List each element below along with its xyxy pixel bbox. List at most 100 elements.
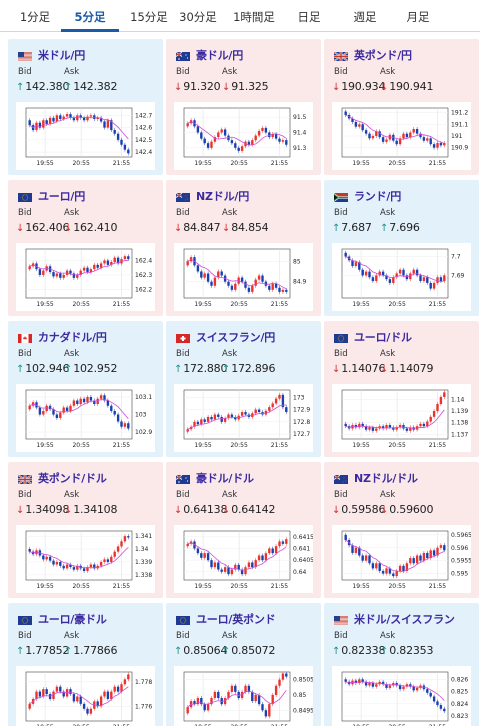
candle-body — [385, 568, 388, 574]
currency-pair-link[interactable]: 米ドル/スイスフラン — [354, 613, 455, 626]
tab-3[interactable]: 30分足 — [179, 10, 217, 24]
up-arrow-icon: ↑ — [380, 646, 389, 657]
candle-body — [127, 423, 130, 429]
candle-body — [200, 698, 203, 705]
candle-body — [55, 561, 59, 565]
candle-body — [196, 548, 200, 554]
currency-card[interactable]: ランド/円 Bid Ask ↑7.687 ↑7.696 19:55 20:55 21… — [324, 180, 479, 316]
mini-candlestick-chart[interactable]: 19:55 20:55 21:55 191.2 191.1 191 190.9 — [332, 102, 471, 170]
currency-card[interactable]: ユーロ/英ポンド Bid Ask ↑0.85064 ↑0.85072 19:55… — [166, 603, 321, 726]
mini-candlestick-chart[interactable]: 19:55 20:55 21:55 1.341 1.34 1.339 1.338 — [16, 525, 155, 593]
y-tick-label: 91.3 — [293, 145, 307, 152]
currency-card[interactable]: ユーロ/豪ドル Bid Ask ↑1.77852 ↑1.77866 19:55 2… — [8, 603, 163, 726]
candle-body — [240, 146, 244, 151]
flag-icon — [18, 610, 38, 629]
flag-icon — [18, 46, 38, 65]
candle-body — [419, 423, 422, 427]
chart-frame — [341, 530, 449, 581]
candle-body — [254, 135, 257, 141]
currency-pair-link[interactable]: ユーロ/豪ドル — [38, 613, 107, 626]
candle-body — [278, 394, 281, 399]
candle-body — [28, 549, 31, 552]
mini-candlestick-chart[interactable]: 19:55 20:55 21:55 103.1 103 102.9 — [16, 384, 155, 452]
mini-candlestick-chart[interactable]: 19:55 20:55 21:55 91.5 91.4 91.3 — [174, 102, 313, 170]
candle-body — [281, 140, 285, 142]
candle-body — [371, 563, 375, 569]
candle-body — [385, 425, 388, 429]
x-tick-label: 21:55 — [429, 301, 446, 308]
currency-card[interactable]: スイスフラン/円 Bid Ask ↑172.880 ↑172.896 19:55… — [166, 321, 321, 457]
x-tick-label: 19:55 — [352, 583, 369, 590]
tab-4[interactable]: 1時間足 — [233, 10, 275, 24]
currency-card[interactable]: 米ドル/スイスフラン Bid Ask ↑0.82338 ↑0.82353 19:… — [324, 603, 479, 726]
candle-body — [196, 421, 200, 425]
mini-candlestick-chart[interactable]: 19:55 20:55 21:55 162.4 162.3 162.2 — [16, 243, 155, 311]
candle-body — [82, 703, 86, 709]
candle-body — [264, 410, 268, 415]
x-tick-label: 21:55 — [113, 301, 130, 308]
candle-body — [436, 143, 439, 148]
mini-candlestick-chart[interactable]: 19:55 20:55 21:55 142.7 142.6 142.5 142.4 — [16, 102, 155, 170]
mini-candlestick-chart[interactable]: 19:55 20:55 21:55 0.5965 0.596 0.5955 0.595 — [332, 525, 471, 593]
currency-pair-link[interactable]: 英ポンド/円 — [354, 49, 412, 62]
currency-pair-link[interactable]: NZドル/ドル — [354, 472, 418, 485]
y-tick-label: 0.825 — [451, 689, 468, 696]
currency-card[interactable]: カナダドル/円 Bid Ask ↑102.946 ↑102.952 19:55 2… — [8, 321, 163, 457]
candle-body — [76, 274, 79, 278]
currency-pair-link[interactable]: 豪ドル/ドル — [196, 472, 254, 485]
candle-body — [240, 569, 244, 575]
tab-0[interactable]: 1分足 — [19, 10, 51, 24]
mini-candlestick-chart[interactable]: 19:55 20:55 21:55 85 84.9 — [174, 243, 313, 311]
tab-1[interactable]: 5分足 — [61, 0, 119, 32]
tab-7[interactable]: 月足 — [406, 10, 430, 24]
mini-candlestick-chart[interactable]: 19:55 20:55 21:55 173 172.9 172.8 172.7 — [174, 384, 313, 452]
currency-card[interactable]: 豪ドル/円 Bid Ask ↓91.320 ↓91.325 19:55 20:55… — [166, 39, 321, 175]
candle-body — [354, 547, 358, 553]
mini-candlestick-chart[interactable]: 19:55 20:55 21:55 0.826 0.825 0.824 0.823 — [332, 666, 471, 726]
currency-pair-link[interactable]: 米ドル/円 — [38, 49, 86, 62]
currency-card[interactable]: 英ポンド/ドル Bid Ask ↓1.34098 ↓1.34108 19:55 2… — [8, 462, 163, 598]
ask-label: Ask — [222, 490, 238, 500]
candle-body — [244, 412, 247, 415]
currency-card[interactable]: ユーロ/円 Bid Ask ↓162.406 ↓162.410 19:55 20:… — [8, 180, 163, 316]
y-tick-label: 102.9 — [135, 429, 152, 436]
bid-price: ↓91.320 — [174, 80, 221, 93]
candle-body — [415, 269, 419, 276]
currency-card[interactable]: 豪ドル/ドル Bid Ask ↓0.64138 ↓0.64142 19:55 20… — [166, 462, 321, 598]
currency-pair-link[interactable]: 英ポンド/ドル — [38, 472, 107, 485]
y-tick-label: 1.778 — [135, 679, 152, 686]
mini-candlestick-chart[interactable]: 19:55 20:55 21:55 0.8505 0.85 0.8495 — [174, 666, 313, 726]
currency-pair-link[interactable]: ランド/円 — [354, 190, 402, 203]
candle-body — [193, 421, 196, 427]
chart-frame — [341, 107, 449, 158]
currency-pair-link[interactable]: ユーロ/ドル — [354, 331, 412, 344]
ask-label: Ask — [64, 67, 80, 77]
down-arrow-icon: ↓ — [332, 82, 341, 93]
candle-body — [76, 565, 79, 570]
mini-candlestick-chart[interactable]: 19:55 20:55 21:55 1.778 1.776 — [16, 666, 155, 726]
candle-body — [354, 262, 358, 266]
mini-candlestick-chart[interactable]: 19:55 20:55 21:55 0.6415 0.641 0.6405 0.64 — [174, 525, 313, 593]
currency-pair-link[interactable]: ユーロ/英ポンド — [196, 613, 276, 626]
tab-2[interactable]: 15分足 — [130, 10, 168, 24]
currency-pair-link[interactable]: 豪ドル/円 — [196, 49, 244, 62]
candle-body — [392, 683, 395, 686]
candle-body — [59, 686, 62, 692]
currency-card[interactable]: NZドル/円 Bid Ask ↓84.847 ↓84.854 19:55 20:5… — [166, 180, 321, 316]
tab-6[interactable]: 週足 — [353, 10, 377, 24]
currency-card[interactable]: 英ポンド/円 Bid Ask ↓190.934 ↓190.941 19:55 20… — [324, 39, 479, 175]
currency-card[interactable]: ユーロ/ドル Bid Ask ↓1.14076 ↓1.14079 19:55 20… — [324, 321, 479, 457]
candle-body — [106, 559, 110, 562]
currency-pair-link[interactable]: カナダドル/円 — [38, 331, 107, 344]
currency-pair-link[interactable]: スイスフラン/円 — [196, 331, 276, 344]
tab-5[interactable]: 日足 — [297, 10, 321, 24]
candle-body — [120, 684, 123, 692]
currency-pair-link[interactable]: ユーロ/円 — [38, 190, 86, 203]
currency-card[interactable]: 米ドル/円 Bid Ask ↑142.380 ↑142.382 19:55 20:… — [8, 39, 163, 175]
moving-average-line — [29, 399, 129, 419]
mini-candlestick-chart[interactable]: 19:55 20:55 21:55 7.7 7.69 — [332, 243, 471, 311]
currency-card[interactable]: NZドル/ドル Bid Ask ↓0.59586 ↓0.59600 19:55 2… — [324, 462, 479, 598]
y-tick-label: 142.4 — [135, 149, 152, 156]
currency-pair-link[interactable]: NZドル/円 — [196, 190, 249, 203]
mini-candlestick-chart[interactable]: 19:55 20:55 21:55 1.14 1.139 1.138 1.137 — [332, 384, 471, 452]
